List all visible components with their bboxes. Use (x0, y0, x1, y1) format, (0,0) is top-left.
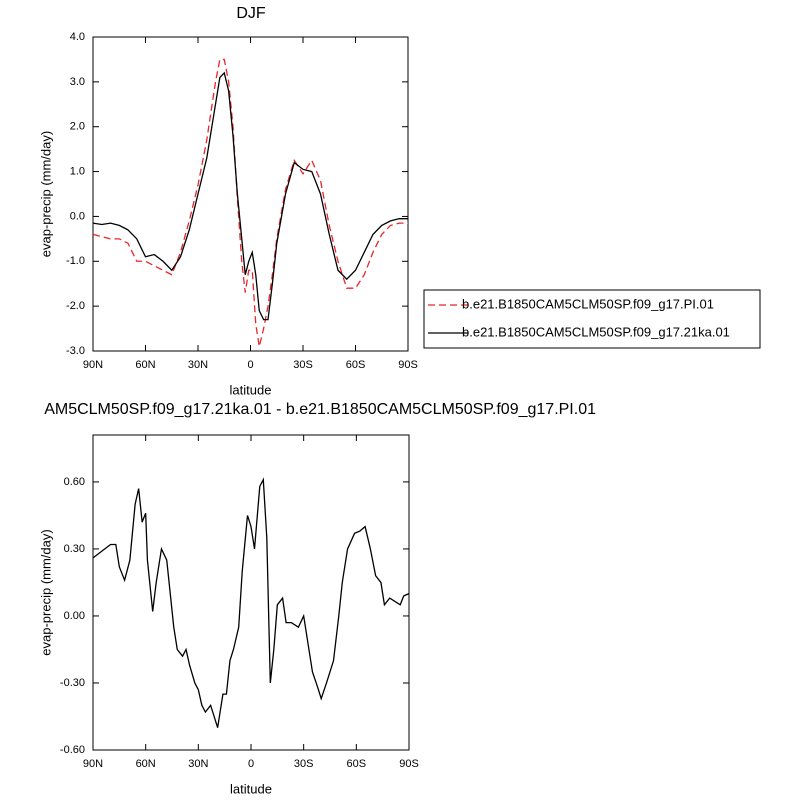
x-tick-label: 60S (346, 359, 366, 371)
x-axis-label: latitude (230, 781, 272, 796)
data-line (92, 477, 410, 728)
plot-frame (92, 36, 409, 352)
x-tick-label: 90N (83, 758, 103, 770)
x-tick-label: 90N (83, 359, 103, 371)
x-tick-label: 90S (398, 359, 418, 371)
plot-frame (92, 434, 410, 751)
x-tick-label: 30S (293, 359, 313, 371)
y-tick-label: 4.0 (70, 31, 85, 43)
x-tick-label: 90S (399, 758, 419, 770)
y-axis-label: evap-precip (mm/day) (38, 529, 53, 655)
x-tick-label: 0 (247, 359, 253, 371)
y-tick-label: 2.0 (70, 121, 85, 133)
y-tick-label: 0.0 (70, 210, 85, 222)
y-tick-label: 0.30 (64, 543, 85, 555)
y-tick-label: 3.0 (70, 76, 85, 88)
y-tick-label: 1.0 (70, 165, 85, 177)
y-tick-label: 0.00 (64, 610, 85, 622)
x-tick-label: 30S (294, 758, 314, 770)
y-tick-label: -0.30 (60, 677, 85, 689)
x-tick-label: 60N (136, 758, 156, 770)
y-tick-label: 0.60 (64, 476, 85, 488)
x-tick-label: 0 (248, 758, 254, 770)
x-tick-label: 30N (188, 758, 208, 770)
legend-box (423, 289, 761, 349)
y-tick-label: -0.60 (60, 744, 85, 756)
chart-title: DJF (236, 5, 266, 22)
chart-title: AM5CLM50SP.f09_g17.21ka.01 - b.e21.B1850… (44, 401, 596, 418)
y-tick-label: -1.0 (66, 255, 85, 267)
y-tick-label: -2.0 (66, 300, 85, 312)
y-tick-label: -3.0 (66, 345, 85, 357)
data-line (92, 71, 408, 321)
x-tick-label: 60N (135, 359, 155, 371)
data-line (92, 58, 408, 347)
x-tick-label: 60S (347, 758, 367, 770)
legend-label: b.e21.B1850CAM5CLM50SP.f09_g17.21ka.01 (462, 324, 730, 339)
y-axis-label: evap-precip (mm/day) (38, 131, 53, 257)
x-tick-label: 30N (188, 359, 208, 371)
x-axis-label: latitude (230, 382, 272, 397)
legend-label: b.e21.B1850CAM5CLM50SP.f09_g17.PI.01 (462, 296, 714, 311)
